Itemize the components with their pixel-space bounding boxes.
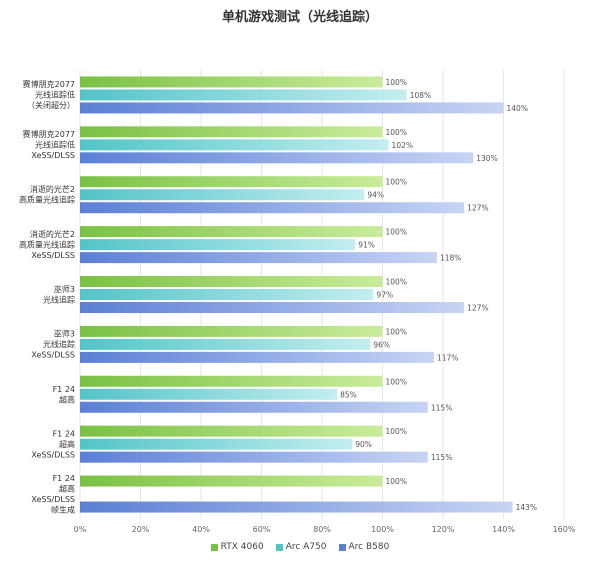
x-tick-label: 100% xyxy=(371,525,394,534)
legend-item: Arc B580 xyxy=(338,542,390,552)
category-label: XeSS/DLSS xyxy=(31,251,75,260)
bar xyxy=(80,338,371,350)
bar xyxy=(80,226,383,238)
category-label: 超高 xyxy=(59,394,75,404)
category-label: 巫师3 xyxy=(54,329,75,339)
category-label: 高质量光线追踪 xyxy=(19,195,75,205)
legend-label: Arc A750 xyxy=(285,542,327,552)
bar-value-label: 100% xyxy=(386,228,407,237)
bar xyxy=(80,189,365,201)
category-label: F1 24 xyxy=(53,474,75,483)
bar-value-label: 115% xyxy=(431,453,452,462)
category-label: 光线追踪低 xyxy=(35,90,75,100)
category-label: F1 24 xyxy=(53,429,75,438)
bar xyxy=(80,351,434,363)
bar-value-label: 127% xyxy=(467,304,488,313)
x-tick-label: 80% xyxy=(313,525,331,534)
bar-value-label: 130% xyxy=(476,154,497,163)
bar-value-label: 96% xyxy=(373,340,390,349)
category-label: 赛博朋克2077 xyxy=(23,79,75,89)
x-tick-label: 140% xyxy=(492,525,515,534)
x-tick-label: 0% xyxy=(74,525,87,534)
x-tick-label: 20% xyxy=(132,525,150,534)
category-label: 光线追踪低 xyxy=(35,140,75,150)
bar-value-label: 108% xyxy=(410,91,431,100)
legend-item: RTX 4060 xyxy=(210,542,264,552)
bar-value-label: 97% xyxy=(376,291,393,300)
bar-value-label: 100% xyxy=(386,278,407,287)
bar-value-label: 85% xyxy=(340,390,357,399)
category-label: 高质量光线追踪 xyxy=(19,239,75,249)
x-tick-label: 60% xyxy=(253,525,271,534)
legend-swatch xyxy=(210,543,218,551)
bar xyxy=(80,451,428,463)
bar xyxy=(80,152,474,164)
bar-value-label: 102% xyxy=(392,141,413,150)
bar xyxy=(80,89,407,101)
bar-chart: 0% 20% 40% 60% 80% 100% 120% 140% 160%赛博朋克2077光线… xyxy=(19,70,576,534)
bar xyxy=(80,375,383,387)
category-label: 消逝的光芒2 xyxy=(30,184,75,194)
category-label: 巫师3 xyxy=(54,284,75,294)
x-tick-label: 160% xyxy=(553,525,576,534)
bar-value-label: 100% xyxy=(386,78,407,87)
bar xyxy=(80,425,383,437)
category-label: XeSS/DLSS xyxy=(31,151,75,160)
chart-title: 单机游戏测试（光线追踪） xyxy=(221,10,378,25)
bar-value-label: 100% xyxy=(386,128,407,137)
category-label: 光线追踪 xyxy=(43,339,75,349)
bar xyxy=(80,276,383,287)
bar xyxy=(80,239,356,251)
bar-value-label: 117% xyxy=(437,353,458,362)
category-label: 消逝的光芒2 xyxy=(30,229,75,239)
category-label: 帧生成 xyxy=(51,505,75,515)
chart-legend: RTX 4060 Arc A750 Arc B580 xyxy=(0,542,600,552)
bar xyxy=(80,501,513,513)
bar-value-label: 100% xyxy=(386,477,407,486)
x-tick-label: 40% xyxy=(192,525,210,534)
bar-value-label: 91% xyxy=(358,241,375,250)
x-tick-label: 120% xyxy=(432,525,455,534)
bar xyxy=(80,176,383,188)
bar xyxy=(80,438,353,450)
category-label: 赛博朋克2077 xyxy=(23,129,75,139)
bar-value-label: 90% xyxy=(355,440,372,449)
category-label: F1 24 xyxy=(53,385,75,394)
bar xyxy=(80,289,374,300)
legend-label: Arc B580 xyxy=(348,542,390,552)
bar xyxy=(80,475,383,487)
category-label: 超高 xyxy=(59,484,75,494)
category-label: 超高 xyxy=(59,439,75,449)
bar-value-label: 140% xyxy=(507,104,528,113)
bar-value-label: 118% xyxy=(440,254,461,263)
bar xyxy=(80,302,465,313)
bar xyxy=(80,202,465,214)
bar-value-label: 100% xyxy=(386,427,407,436)
bar-value-label: 100% xyxy=(386,327,407,336)
bar-value-label: 127% xyxy=(467,204,488,213)
bar xyxy=(80,76,383,88)
bar xyxy=(80,126,383,138)
bar-value-label: 115% xyxy=(431,403,452,412)
bar-value-label: 143% xyxy=(516,503,537,512)
category-label: （关闭超分） xyxy=(27,100,75,110)
bar-value-label: 100% xyxy=(386,178,407,187)
bar-value-label: 100% xyxy=(386,377,407,386)
category-label: XeSS/DLSS xyxy=(31,495,75,504)
bar xyxy=(80,139,389,151)
bar-value-label: 94% xyxy=(367,191,384,200)
bar xyxy=(80,325,383,337)
bar xyxy=(80,102,504,114)
legend-label: RTX 4060 xyxy=(220,542,264,552)
legend-item: Arc A750 xyxy=(275,542,327,552)
legend-swatch xyxy=(275,543,283,551)
bar xyxy=(80,401,428,413)
bar xyxy=(80,388,338,400)
category-label: 光线追踪 xyxy=(43,295,75,305)
category-label: XeSS/DLSS xyxy=(31,351,75,360)
bar xyxy=(80,252,437,264)
category-label: XeSS/DLSS xyxy=(31,450,75,459)
legend-swatch xyxy=(338,543,346,551)
